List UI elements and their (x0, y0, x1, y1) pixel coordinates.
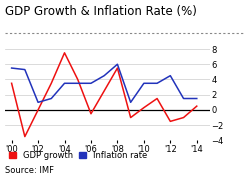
Text: Source: IMF: Source: IMF (5, 166, 54, 175)
Text: GDP Growth & Inflation Rate (%): GDP Growth & Inflation Rate (%) (5, 5, 197, 18)
Legend: GDP growth, Inflation rate: GDP growth, Inflation rate (9, 151, 147, 160)
